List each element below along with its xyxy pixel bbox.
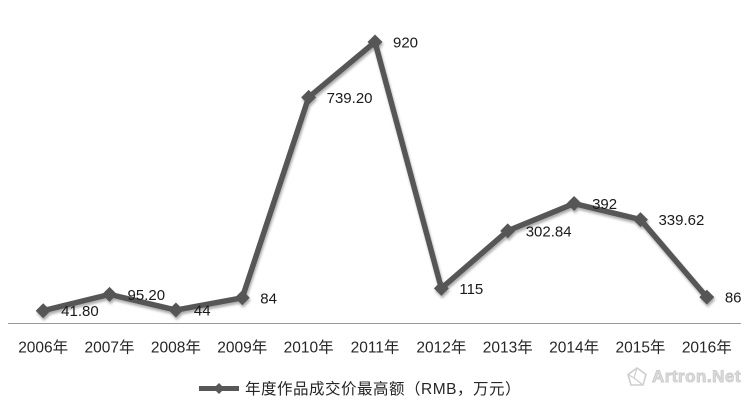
- data-point-label: 920: [393, 35, 418, 52]
- data-point-marker: [500, 223, 516, 239]
- data-point-label: 392: [592, 196, 617, 213]
- watermark-text: Artron.Net: [651, 367, 741, 387]
- x-axis-label: 2006年: [18, 339, 68, 357]
- x-axis-label: 2007年: [85, 339, 135, 357]
- data-point-label: 44: [194, 303, 211, 320]
- data-point-label: 86: [725, 290, 742, 307]
- x-axis-label: 2009年: [217, 339, 267, 357]
- legend-label: 年度作品成交价最高额（RMB，万元）: [245, 381, 521, 398]
- data-point-marker: [35, 303, 51, 319]
- series-group: [35, 34, 715, 319]
- artron-logo-icon: [627, 367, 647, 386]
- data-point-label: 84: [260, 290, 277, 307]
- data-point-label: 41.80: [61, 303, 99, 320]
- data-point-marker: [632, 212, 648, 228]
- x-axis-label: 2014年: [549, 339, 599, 357]
- data-point-marker: [699, 289, 715, 305]
- x-axis-label: 2012年: [416, 339, 466, 357]
- data-point-label: 739.20: [327, 90, 373, 107]
- watermark: Artron.Net: [626, 366, 741, 388]
- data-point-marker: [433, 280, 449, 296]
- legend: 年度作品成交价最高额（RMB，万元）: [0, 377, 733, 399]
- data-point-label: 302.84: [526, 223, 572, 240]
- data-point-label: 95.20: [128, 287, 166, 304]
- data-point-label: 115: [459, 281, 483, 298]
- x-axis-label: 2010年: [284, 339, 334, 357]
- data-point-label: 339.62: [658, 212, 704, 229]
- data-point-marker: [234, 290, 250, 306]
- x-axis-label: 2008年: [151, 339, 201, 357]
- x-axis-label: 2013年: [483, 339, 533, 357]
- x-axis-label: 2015年: [615, 339, 665, 357]
- x-axis-label: 2011年: [351, 339, 400, 357]
- data-point-marker: [168, 302, 184, 318]
- data-point-marker: [367, 34, 383, 50]
- legend-line-marker-icon: [199, 382, 240, 394]
- data-point-marker: [301, 89, 317, 105]
- series-line: [40, 39, 710, 314]
- x-axis-label: 2016年: [682, 339, 732, 357]
- data-point-marker: [566, 196, 582, 212]
- data-point-marker: [102, 286, 118, 302]
